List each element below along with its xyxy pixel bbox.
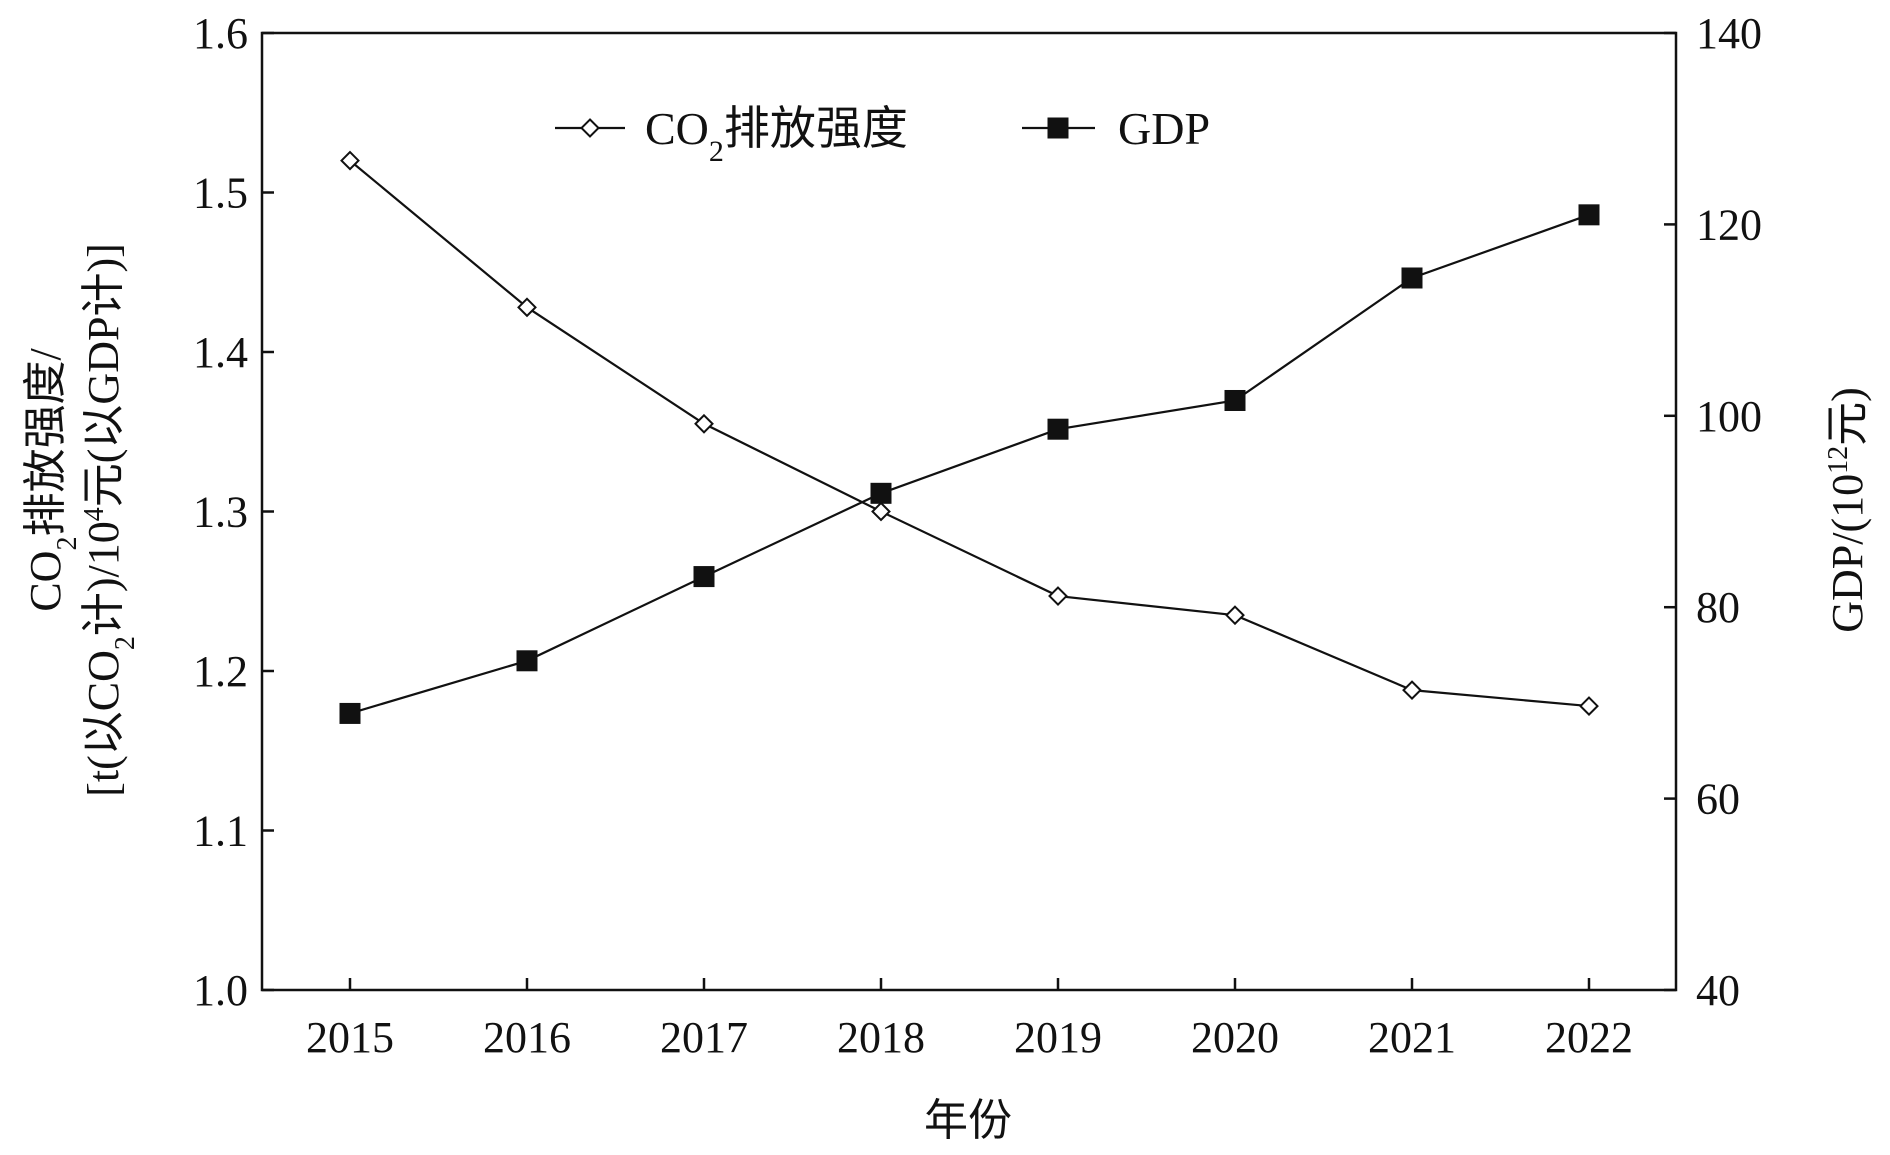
data-point	[516, 650, 538, 672]
right-y-tick-label: 120	[1696, 200, 1762, 249]
left-y-tick-label: 1.6	[193, 9, 248, 58]
data-point	[1225, 605, 1245, 626]
right-y-tick-label: 60	[1696, 775, 1740, 824]
data-point	[1047, 418, 1069, 440]
x-tick-label: 2021	[1368, 1013, 1456, 1062]
x-tick-label: 2015	[306, 1013, 394, 1062]
x-axis-title: 年份	[924, 1096, 1012, 1145]
data-point	[1048, 586, 1068, 606]
left-y-tick-label: 1.2	[193, 647, 248, 696]
series-co2-intensity	[340, 150, 1599, 717]
right-y-axis: 40 60 80 100 120 140	[1664, 9, 1762, 1015]
x-axis: 2015 2016 2017 2018 2019 2020 2021 2022	[306, 978, 1633, 1062]
data-point	[694, 413, 714, 434]
x-tick-label: 2022	[1545, 1013, 1633, 1062]
data-point	[1578, 204, 1600, 226]
data-point	[339, 702, 361, 724]
left-y-tick-label: 1.1	[193, 807, 248, 856]
left-y-axis-title-line2: [t(以CO2计)/104元(以GDP计)]	[79, 243, 141, 797]
x-tick-label: 2018	[837, 1013, 925, 1062]
series-line	[349, 159, 1590, 708]
left-y-tick-label: 1.4	[193, 328, 248, 377]
plot-border	[260, 31, 1678, 992]
x-tick-label: 2017	[660, 1013, 748, 1062]
legend-marker-co2	[580, 118, 600, 138]
left-y-axis-title-line1: CO2排放强度/	[21, 348, 83, 612]
right-y-tick-label: 40	[1696, 966, 1740, 1015]
x-tick-label: 2016	[483, 1013, 571, 1062]
left-y-tick-label: 1.3	[193, 488, 248, 537]
left-y-axis: 1.0 1.1 1.2 1.3 1.4 1.5 1.6	[193, 9, 274, 1015]
legend-label-gdp: GDP	[1118, 103, 1210, 154]
data-point	[1579, 696, 1599, 717]
right-y-tick-label: 140	[1696, 9, 1762, 58]
series-layer	[339, 150, 1600, 724]
data-point	[693, 566, 715, 588]
data-point	[517, 297, 537, 318]
left-y-tick-label: 1.5	[193, 169, 248, 218]
data-point	[1402, 680, 1422, 701]
x-tick-label: 2020	[1191, 1013, 1279, 1062]
plot-frame	[260, 31, 1678, 992]
data-point	[1224, 389, 1246, 411]
legend-marker-gdp	[1047, 117, 1069, 139]
data-point	[870, 482, 892, 504]
right-y-tick-label: 80	[1696, 583, 1740, 632]
legend: CO2排放强度 GDP	[555, 103, 1210, 168]
series-line	[349, 213, 1590, 715]
data-point	[871, 501, 891, 522]
data-point	[1401, 267, 1423, 289]
left-y-tick-label: 1.0	[193, 966, 248, 1015]
legend-label-co2: CO2排放强度	[645, 103, 908, 168]
data-point	[340, 150, 360, 171]
right-y-tick-label: 100	[1696, 392, 1762, 441]
x-tick-label: 2019	[1014, 1013, 1102, 1062]
right-y-axis-title: GDP/(1012元)	[1823, 387, 1873, 633]
series-gdp	[339, 204, 1600, 724]
